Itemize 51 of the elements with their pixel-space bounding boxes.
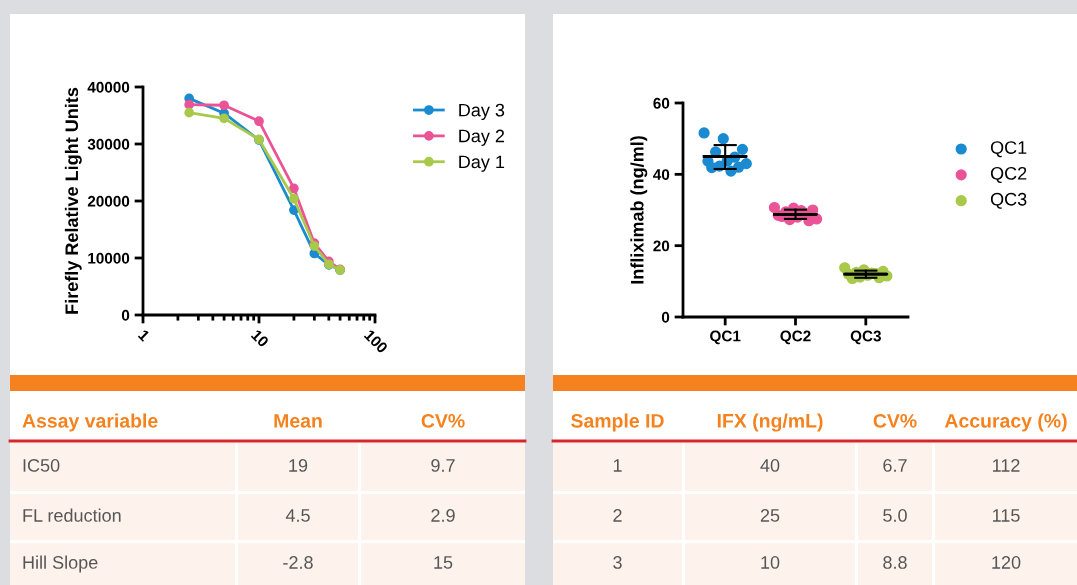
legend-label: Day 3 [459,103,505,121]
x-tick-label: 100 [363,329,389,354]
category-label: Assay variable [22,413,158,432]
x-tick-label: 10 [250,329,270,348]
text: IC50 [23,459,60,472]
category-label: Sample ID [571,413,664,432]
category-label: CV% [873,413,917,428]
text: 1 [613,459,622,472]
text: 9.7 [431,459,455,472]
y-tick-label: 0 [661,311,670,323]
category-label: CV% [421,413,465,428]
text: 10 [761,556,780,569]
y-axis-title: Firefly Relative Light Units [64,87,82,314]
text: 6.7 [883,459,907,472]
legend-label: QC3 [990,192,1027,209]
text: -2.8 [283,556,313,569]
y-tick-label: 20000 [87,195,130,207]
text: 15 [434,556,453,569]
text: 40 [760,459,780,472]
y-tick-label: 20 [653,240,670,252]
text: 2 [613,509,622,522]
y-tick-label: 40 [653,169,670,181]
text: 120 [992,556,1021,569]
category-label: Mean [274,414,322,428]
text: 19 [289,459,308,472]
text: 115 [992,509,1020,522]
x-tick-label: QC1 [710,330,741,345]
text: Hill Slope [23,555,98,573]
y-axis-title: Infliximab (ng/ml) [630,136,648,284]
text: 3 [613,556,622,569]
x-tick-label: QC3 [850,330,881,345]
x-tick-label: QC2 [780,330,811,345]
legend-label: QC2 [990,166,1027,183]
text: FL reduction [23,508,121,522]
text: 8.8 [883,556,907,569]
y-tick-label: 0 [121,309,130,321]
legend-label: Day 2 [459,129,505,146]
legend-label: QC1 [990,141,1027,158]
y-tick-label: 30000 [87,138,130,150]
y-tick-label: 10000 [88,252,130,264]
text: 5.0 [883,509,907,522]
x-tick-label: 1 [137,329,151,342]
y-tick-label: 40000 [87,81,130,93]
text: 112 [992,459,1020,472]
category-label: Accuracy (%) [944,413,1067,432]
text: 4.5 [285,509,310,522]
y-tick-label: 60 [653,97,670,109]
category-label: IFX (ng/mL) [717,413,823,432]
text: 2.9 [431,509,455,522]
text: 25 [760,509,780,522]
legend-label: Day 1 [459,155,505,172]
